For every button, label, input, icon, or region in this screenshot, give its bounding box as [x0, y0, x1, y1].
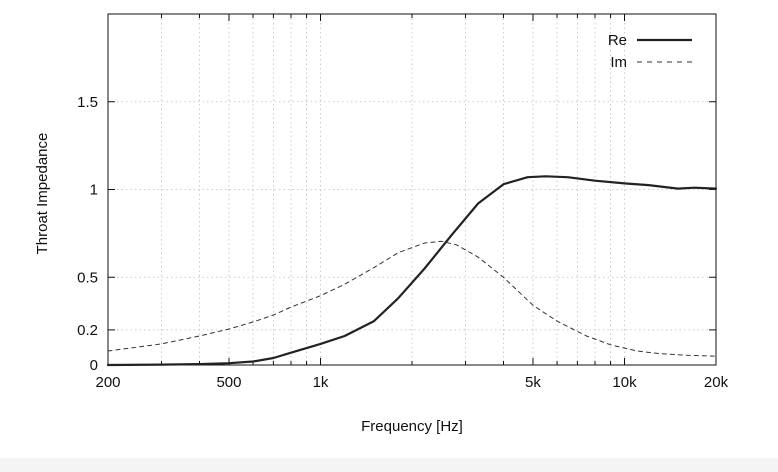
chart-figure: 200 500 1k 5k 10k 20k 0 0.2 0.5 1 1.5 Re Im Frequen…	[0, 0, 778, 458]
grid	[108, 14, 716, 365]
x-tick-label: 10k	[612, 374, 637, 391]
y-tick-label: 0.2	[77, 322, 98, 339]
x-tick-label: 200	[95, 374, 120, 391]
x-tick-label: 5k	[525, 374, 541, 391]
y-tick-label: 1	[90, 182, 98, 199]
y-axis-label: Throat Impedance	[34, 133, 51, 255]
series-layer	[106, 175, 718, 367]
y-tick-label: 0	[90, 357, 98, 374]
series-line-im	[107, 240, 717, 357]
y-tick-label: 1.5	[77, 94, 98, 111]
legend-label: Im	[610, 54, 627, 71]
impedance-chart: 200 500 1k 5k 10k 20k 0 0.2 0.5 1 1.5 Re Im Frequen…	[34, 13, 729, 435]
series-line-re	[106, 175, 718, 367]
x-tick-label: 500	[216, 374, 241, 391]
x-tick-label: 1k	[313, 374, 329, 391]
legend: Re Im	[608, 32, 692, 71]
axis-ticks: 200 500 1k 5k 10k 20k 0 0.2 0.5 1 1.5	[77, 14, 729, 391]
y-tick-label: 0.5	[77, 269, 98, 286]
x-tick-label: 20k	[704, 374, 729, 391]
legend-label: Re	[608, 32, 627, 49]
x-axis-label: Frequency [Hz]	[361, 418, 463, 435]
